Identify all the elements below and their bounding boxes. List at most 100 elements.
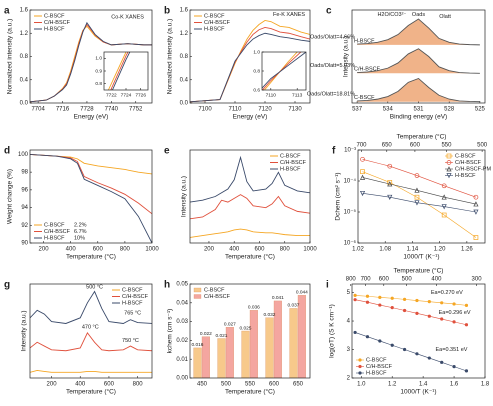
x-axis-label: Temperature (°C) [225,253,275,261]
panel-label: a [4,6,10,17]
marker [359,174,366,180]
marker [440,317,444,321]
x-tick-label: 525 [475,107,486,113]
marker [464,369,469,373]
y-tick-label: 100 [18,152,29,158]
legend-label: C/H-BSCF-PM [455,166,491,172]
panel-label: i [326,280,329,291]
x-tick-label: 7740 [105,107,119,113]
line [357,77,480,103]
marker [402,297,407,301]
x-tick-label: 550 [245,382,256,388]
plot-area [107,52,131,90]
series-label: H-BSCF [354,38,375,44]
annotation: 470 °C [82,325,99,331]
annotation: Co-K XANES [111,14,144,20]
legend-label: C/H-BSCF [366,364,393,370]
marker [473,194,479,200]
marker [387,181,393,187]
data-label: 0.032 [263,312,275,318]
marker [464,323,469,327]
x-tick-label: 600 [269,382,280,388]
series-label: C/H-BSCF [354,67,381,73]
y-tick-label: 5 [347,290,351,296]
x-tick-label: 650 [293,382,304,388]
legend-label: H-BSCF [204,26,225,32]
x-tick-label: 7110 [266,92,277,98]
marker [446,153,452,159]
marker [353,330,357,335]
legend-label: C-BSCF [204,13,225,19]
marker [387,163,393,169]
line [30,153,152,175]
line [30,370,152,373]
x-tick-label: 200 [204,247,215,253]
marker [414,200,420,206]
fit-line [355,299,467,326]
marker [452,320,456,324]
legend-swatch [193,287,202,293]
x2-tick-label: 500 [402,277,413,283]
line [30,153,152,215]
marker [473,209,479,215]
panel-label: d [4,146,10,157]
marker [360,169,365,175]
marker [415,352,419,356]
x-tick-label: 531 [413,107,424,113]
x-tick-label: 7113 [292,92,303,98]
marker [446,173,452,179]
bar [273,300,282,378]
y-tick-label: 0.01 [176,357,188,363]
line [30,21,152,103]
bar [265,317,274,378]
x-tick-label: 1.8 [481,382,490,388]
annotation: H2O/CO3²⁻ [377,12,406,18]
data-label: 0.025 [239,325,251,331]
x-tick-label: 400 [229,247,240,253]
y-tick-label: 3 [347,347,351,353]
marker [414,173,420,178]
y-tick-label: 10⁻³ [344,148,356,154]
x2-axis-label: Temperature (°C) [397,133,447,141]
y-axis-label: Dchem (cm² s⁻¹) [335,172,342,220]
marker [358,358,362,362]
line [111,52,131,90]
x2-tick-label: 600 [379,277,390,283]
legend-label: H-BSCF [122,300,143,306]
bar [241,330,250,378]
marker [390,343,394,347]
x-tick-label: 1000 [145,247,159,253]
panel-label: h [164,280,170,291]
fit-line [362,159,477,198]
bar [297,295,306,378]
marker [387,194,393,200]
marker [414,194,420,200]
legend-label: C/H-BSCF [204,20,231,26]
x2-tick-label: 700 [361,277,372,283]
panel: 7704 7716 7728 7740 7752 0.0 0.4 0.8 1.2 1.6 a Ener… [4,6,153,121]
marker [441,194,447,200]
marker [415,311,419,315]
plot-area [30,290,152,373]
x-tick-label: 400 [66,247,77,253]
y-tick-label: 1.6 [20,8,29,14]
x2-axis-label: Temperature (°C) [394,267,444,275]
marker [390,296,394,300]
x-axis-label: Energy (eV) [74,114,109,121]
marker [427,314,431,318]
x-tick-label: 1.0 [357,382,366,388]
x-axis-label: Energy (eV) [233,114,268,121]
y-tick-label: 1.2 [20,31,29,37]
y-tick-label: 0.8 [180,54,189,60]
x-axis-label: Temperature (°C) [225,388,275,396]
marker [360,156,365,162]
x2-tick-label: 300 [472,277,483,283]
marker [378,295,382,299]
marker [365,300,370,304]
line [262,52,306,89]
panel: 0.00 0.01 0.02 0.03 0.04 0.05 450 0.016 0.022 500… [164,280,311,396]
x-tick-label: 1.20 [434,247,446,253]
y-tick-label: 0.00 [176,376,188,382]
